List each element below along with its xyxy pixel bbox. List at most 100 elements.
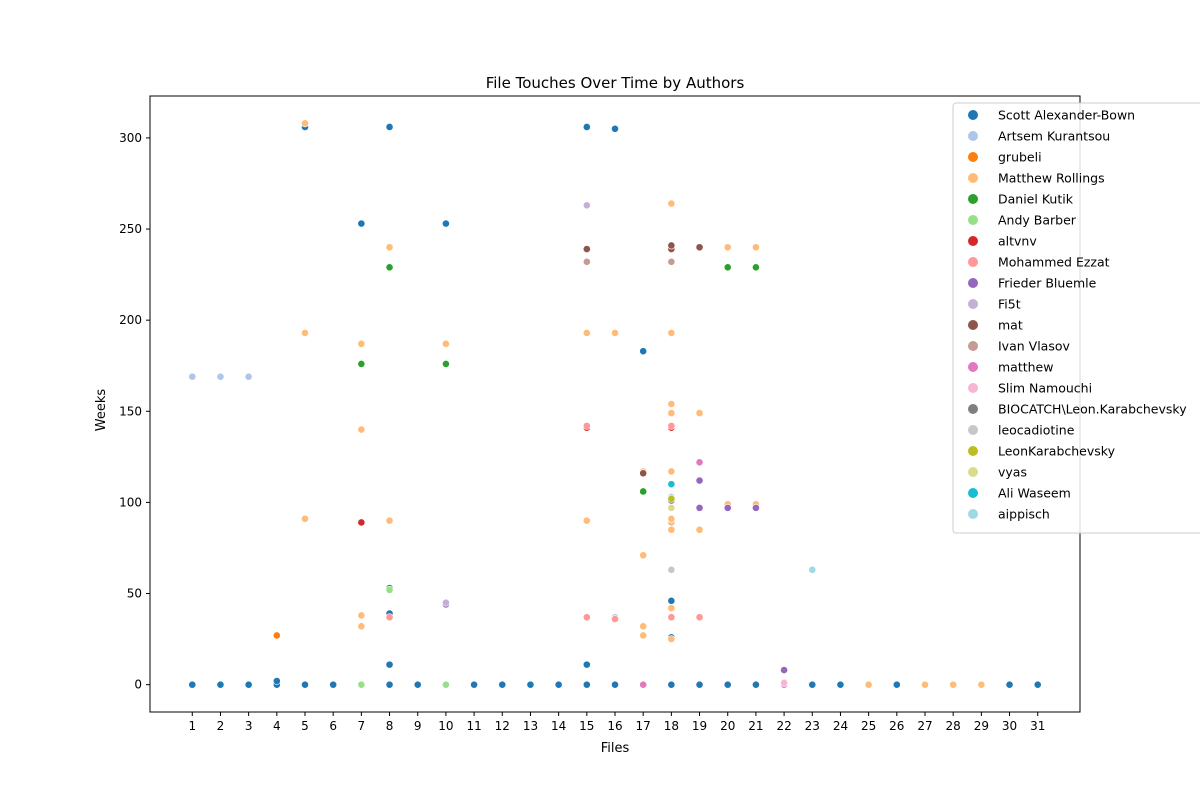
legend-item: mat [968, 318, 1023, 333]
legend-marker [968, 467, 978, 477]
legend-marker [968, 110, 978, 120]
legend-label: altvnv [998, 234, 1037, 249]
legend-item: Daniel Kutik [968, 192, 1074, 207]
data-point [639, 347, 648, 356]
data-point [301, 680, 309, 689]
x-tick-label: 5 [301, 719, 309, 733]
series-9 [442, 201, 591, 607]
y-tick-label: 0 [134, 678, 142, 692]
data-point [301, 119, 309, 128]
data-point [582, 660, 591, 669]
data-point [357, 219, 366, 228]
legend: Scott Alexander-Bown Artsem Kurantsou grub… [952, 102, 1200, 534]
series-16 [667, 494, 676, 503]
legend-label: Fi5t [998, 297, 1021, 312]
data-point [611, 124, 619, 133]
x-tick-label: 4 [273, 719, 281, 733]
legend-label: LeonKarabchevsky [998, 444, 1116, 459]
legend-label: matthew [998, 360, 1053, 375]
data-point [301, 329, 309, 337]
legend-item: Ali Waseem [968, 486, 1071, 501]
legend-marker [968, 446, 978, 456]
data-point [272, 631, 281, 640]
data-point [695, 503, 704, 512]
data-point [385, 263, 394, 272]
data-point [582, 680, 591, 689]
legend-marker [968, 194, 978, 204]
legend-label: leocadiotine [998, 423, 1075, 438]
data-point [188, 680, 197, 689]
legend-label: Mohammed Ezzat [998, 255, 1110, 270]
data-point [357, 518, 366, 527]
legend-label: Matthew Rollings [998, 171, 1105, 186]
y-tick-label: 300 [119, 131, 142, 145]
x-tick-label: 8 [386, 719, 394, 733]
x-tick-label: 2 [217, 719, 225, 733]
legend-marker [968, 404, 978, 414]
data-point [949, 680, 958, 689]
legend-item: Slim Namouchi [968, 381, 1092, 396]
data-point [639, 631, 648, 640]
data-point [582, 257, 591, 266]
data-point [582, 245, 591, 253]
data-point [667, 257, 676, 266]
data-point [695, 525, 704, 534]
chart-title: File Touches Over Time by Authors [486, 74, 745, 92]
data-point [357, 680, 366, 689]
data-point [385, 660, 394, 669]
x-tick-label: 28 [946, 719, 961, 733]
data-point [582, 516, 591, 525]
data-point [216, 372, 225, 381]
data-point [611, 329, 619, 337]
legend-item: Mohammed Ezzat [968, 255, 1110, 270]
legend-item: aippisch [968, 507, 1050, 522]
x-tick-label: 11 [466, 719, 481, 733]
data-point [667, 503, 676, 512]
data-point [667, 329, 676, 337]
data-point [977, 680, 986, 689]
legend-label: Daniel Kutik [998, 192, 1074, 207]
x-tick-label: 29 [974, 719, 989, 733]
legend-item: Scott Alexander-Bown [968, 108, 1135, 123]
data-point [526, 680, 535, 689]
legend-box [952, 102, 1200, 534]
legend-label: Scott Alexander-Bown [998, 108, 1135, 123]
data-point [329, 680, 338, 689]
data-point [667, 596, 676, 605]
x-tick-label: 30 [1002, 719, 1017, 733]
legend-item: altvnv [968, 234, 1037, 249]
x-tick-label: 6 [329, 719, 337, 733]
legend-item: Frieder Bluemle [968, 276, 1097, 291]
x-tick-label: 26 [889, 719, 904, 733]
legend-label: BIOCATCH\Leon.Karabchevsky [998, 402, 1187, 417]
y-axis-label: Weeks [94, 389, 109, 432]
data-point [723, 243, 732, 252]
data-point [752, 503, 760, 512]
data-point [667, 565, 676, 574]
data-point [723, 263, 732, 272]
data-point [752, 243, 760, 252]
legend-marker [968, 131, 978, 141]
legend-marker [968, 383, 978, 393]
data-point [582, 201, 591, 210]
x-tick-label: 16 [607, 719, 622, 733]
data-point [695, 409, 704, 418]
y-tick-label: 200 [119, 313, 142, 327]
data-point [582, 613, 591, 622]
data-point [808, 680, 817, 689]
legend-label: Ivan Vlasov [998, 339, 1070, 354]
data-point [244, 680, 253, 689]
data-point [667, 409, 676, 418]
series-17 [667, 503, 676, 512]
data-point [752, 263, 760, 272]
legend-label: Artsem Kurantsou [998, 129, 1110, 144]
legend-label: Slim Namouchi [998, 381, 1092, 396]
legend-marker [968, 278, 978, 288]
legend-item: BIOCATCH\Leon.Karabchevsky [968, 402, 1187, 417]
data-point [695, 243, 704, 252]
x-tick-label: 14 [551, 719, 566, 733]
legend-marker [968, 341, 978, 351]
data-point [639, 469, 648, 478]
series-0 [188, 123, 1042, 689]
